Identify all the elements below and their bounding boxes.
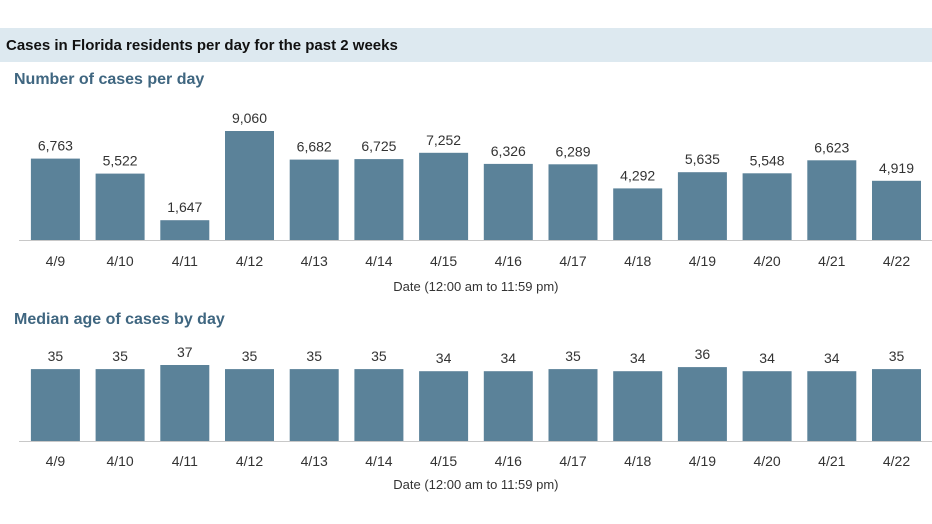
x-tick-label: 4/18	[624, 253, 651, 269]
data-label: 34	[436, 350, 452, 366]
x-tick-label: 4/15	[430, 253, 457, 269]
data-label: 34	[630, 350, 646, 366]
data-label: 35	[306, 348, 322, 364]
data-label: 35	[242, 348, 258, 364]
x-tick-label: 4/16	[495, 253, 522, 269]
data-label: 9,060	[232, 110, 267, 126]
x-tick-label: 4/13	[301, 453, 328, 469]
x-tick-label: 4/14	[365, 253, 392, 269]
x-tick-label: 4/11	[172, 253, 198, 269]
x-tick-label: 4/12	[236, 453, 263, 469]
bar-4-12	[225, 369, 274, 441]
bar-4-21	[807, 160, 857, 240]
data-label: 6,725	[361, 138, 396, 154]
x-tick-label: 4/20	[753, 253, 780, 269]
bar-4-18	[613, 188, 663, 240]
data-label: 5,548	[750, 152, 785, 168]
bar-4-15	[419, 152, 469, 240]
data-label: 5,522	[103, 153, 138, 169]
data-label: 36	[695, 346, 711, 362]
bar-4-13	[289, 369, 339, 441]
page-title: Cases in Florida residents per day for t…	[6, 37, 398, 54]
bar-4-16	[483, 371, 533, 441]
x-axis-title: Date (12:00 am to 11:59 pm)	[393, 279, 558, 294]
data-label: 34	[759, 350, 775, 366]
header-band	[0, 28, 932, 62]
bar-4-14	[354, 369, 404, 441]
bar-4-20	[742, 371, 792, 441]
x-tick-label: 4/21	[818, 253, 845, 269]
data-label: 6,326	[491, 143, 526, 159]
x-tick-label: 4/22	[883, 253, 910, 269]
x-tick-label: 4/20	[753, 453, 780, 469]
data-label: 35	[112, 348, 128, 364]
data-label: 6,623	[814, 139, 849, 155]
bar-4-19	[677, 367, 727, 441]
bar-4-19	[677, 172, 727, 240]
x-tick-label: 4/9	[46, 253, 66, 269]
data-label: 6,289	[555, 143, 590, 159]
x-tick-label: 4/10	[106, 253, 133, 269]
x-tick-label: 4/14	[365, 453, 392, 469]
bar-4-13	[289, 159, 339, 240]
bar-4-12	[225, 131, 274, 240]
x-tick-label: 4/21	[818, 453, 845, 469]
bar-4-10	[95, 369, 145, 441]
x-tick-label: 4/15	[430, 453, 457, 469]
data-label: 7,252	[426, 132, 461, 148]
x-tick-label: 4/22	[883, 453, 910, 469]
bar-4-9	[30, 158, 80, 240]
bar-4-11	[160, 365, 210, 441]
bar-4-16	[483, 163, 533, 240]
bar-4-22	[872, 369, 921, 441]
data-label: 35	[48, 348, 64, 364]
cases-chart-title: Number of cases per day	[14, 71, 205, 88]
data-label: 4,919	[879, 160, 914, 176]
x-tick-label: 4/19	[689, 453, 716, 469]
data-label: 35	[889, 348, 905, 364]
data-label: 37	[177, 344, 193, 360]
data-label: 4,292	[620, 167, 655, 183]
data-label: 6,763	[38, 138, 73, 154]
data-label: 1,647	[167, 199, 202, 215]
x-tick-label: 4/11	[172, 453, 198, 469]
bar-4-15	[419, 371, 469, 441]
x-tick-label: 4/18	[624, 453, 651, 469]
data-label: 34	[824, 350, 840, 366]
bar-4-20	[742, 173, 792, 240]
x-tick-label: 4/10	[106, 453, 133, 469]
data-label: 34	[501, 350, 517, 366]
bar-4-9	[30, 369, 80, 441]
bar-4-18	[613, 371, 663, 441]
bar-4-14	[354, 159, 404, 240]
bar-4-17	[548, 164, 598, 240]
bar-4-11	[160, 220, 210, 240]
x-tick-label: 4/13	[301, 253, 328, 269]
x-tick-label: 4/17	[559, 453, 586, 469]
x-tick-label: 4/16	[495, 453, 522, 469]
median-age-chart-title: Median age of cases by day	[14, 311, 225, 328]
bar-4-17	[548, 369, 598, 441]
x-tick-label: 4/19	[689, 253, 716, 269]
data-label: 35	[565, 348, 581, 364]
data-label: 35	[371, 348, 387, 364]
x-tick-label: 4/12	[236, 253, 263, 269]
cases-per-day-chart: 6,763 4/9 5,522 4/10 1,647 4/11 9,060 4/12 6,682…	[19, 110, 932, 294]
bar-4-10	[95, 173, 145, 240]
bar-4-22	[872, 180, 921, 240]
x-tick-label: 4/9	[46, 453, 66, 469]
bar-4-21	[807, 371, 857, 441]
data-label: 6,682	[297, 139, 332, 155]
x-axis-title: Date (12:00 am to 11:59 pm)	[393, 477, 558, 492]
data-label: 5,635	[685, 151, 720, 167]
x-tick-label: 4/17	[559, 253, 586, 269]
